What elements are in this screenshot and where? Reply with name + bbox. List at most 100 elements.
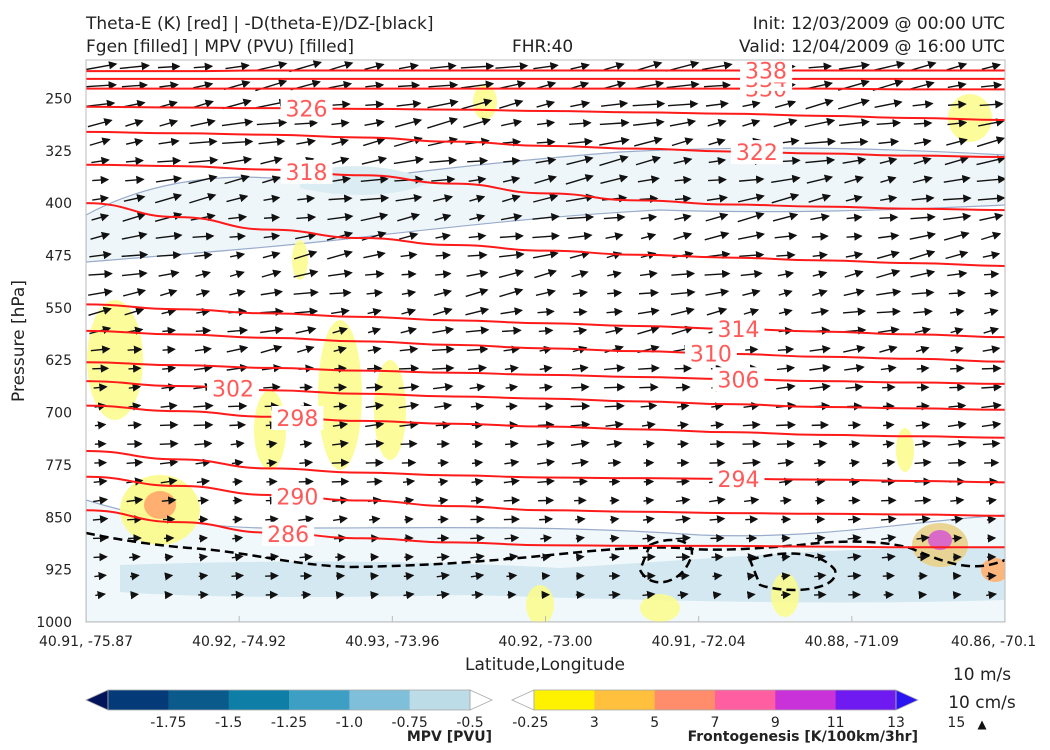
wind-vector xyxy=(231,458,244,468)
wind-vector xyxy=(845,251,864,260)
wind-vector xyxy=(708,156,727,166)
wind-vector xyxy=(599,118,630,128)
dthetae-dz-contour xyxy=(86,531,1005,569)
wind-vector xyxy=(565,174,594,185)
wind-vector xyxy=(537,477,555,486)
wind-vector xyxy=(229,288,246,298)
wind-vector xyxy=(846,213,863,222)
wind-vector xyxy=(981,231,1002,241)
wind-vector xyxy=(435,232,451,241)
wind-vector xyxy=(600,174,629,185)
wind-vector xyxy=(461,98,493,110)
wind-vector xyxy=(232,477,243,487)
colorbar-tick-label: 9 xyxy=(771,715,780,731)
wind-vector xyxy=(295,231,317,241)
fgen-colorbar: 3 5 7 9 11 13 15 xyxy=(511,689,965,731)
wind-vector xyxy=(229,420,247,430)
wind-vector xyxy=(638,288,659,298)
wind-vector xyxy=(92,175,110,185)
wind-vector xyxy=(263,194,281,203)
wind-vector xyxy=(261,269,282,278)
wind-vector xyxy=(946,137,968,146)
wind-vector xyxy=(329,288,352,298)
wind-vector xyxy=(814,458,827,468)
colorbar-segment xyxy=(534,690,595,710)
wind-vector xyxy=(747,553,757,562)
wind-vector xyxy=(946,62,968,71)
wind-key-horizontal-label: 10 m/s xyxy=(953,665,1011,685)
wind-vector xyxy=(366,383,384,392)
wind-vector xyxy=(189,193,217,204)
wind-vector xyxy=(912,100,934,109)
wind-vector xyxy=(704,269,731,279)
wind-vector xyxy=(742,288,761,297)
wind-vector xyxy=(916,402,930,411)
wind-vector xyxy=(196,289,211,298)
wind-vector xyxy=(917,553,929,562)
wind-vector xyxy=(330,100,351,109)
colorbar-segment xyxy=(289,690,350,710)
wind-vector xyxy=(159,458,179,467)
wind-vector xyxy=(943,212,972,222)
contour-label-bg xyxy=(730,140,783,165)
wind-vector xyxy=(262,175,281,184)
wind-vector xyxy=(642,440,655,449)
wind-vector xyxy=(158,137,180,147)
wind-vector xyxy=(470,571,485,581)
wind-vector xyxy=(745,345,759,354)
y-tick-label: 400 xyxy=(45,196,72,212)
wind-vector xyxy=(882,440,895,449)
wind-vector xyxy=(436,552,450,562)
wind-vector xyxy=(952,591,962,600)
wind-vector xyxy=(294,307,319,316)
wind-vector xyxy=(676,477,690,486)
wind-vector xyxy=(540,534,553,543)
colorbar-tick-label: -1.25 xyxy=(271,715,307,731)
fgen-blob xyxy=(87,300,143,420)
title-line-1: Theta-E (K) [red] | -D(theta-E)/DZ-[blac… xyxy=(86,14,434,34)
wind-vector xyxy=(606,439,623,449)
wind-vector xyxy=(434,213,452,222)
wind-vector xyxy=(155,175,183,184)
wind-vector xyxy=(541,572,551,581)
wind-vector xyxy=(401,308,417,317)
wind-vector xyxy=(670,288,696,297)
wind-vector xyxy=(427,98,459,109)
wind-vector xyxy=(812,270,828,279)
wind-vector xyxy=(609,553,621,562)
wind-vector xyxy=(640,213,658,222)
wind-vector xyxy=(262,251,281,260)
wind-vector xyxy=(366,477,383,486)
wind-vector xyxy=(504,364,519,373)
wind-vector xyxy=(603,213,626,222)
wind-vector xyxy=(331,137,350,147)
wind-vector xyxy=(193,364,213,373)
wind-vector xyxy=(121,231,148,240)
wind-vector xyxy=(538,326,554,336)
wind-vector xyxy=(608,590,621,600)
fgen-blob xyxy=(374,360,406,460)
wind-vector xyxy=(776,364,796,373)
wind-vector xyxy=(604,401,625,411)
wind-vector xyxy=(155,193,183,204)
wind-vector xyxy=(470,496,485,505)
wind-vector xyxy=(777,458,795,467)
wind-vector xyxy=(400,251,418,260)
wind-vector xyxy=(295,326,317,335)
wind-vector xyxy=(331,119,350,128)
wind-vector xyxy=(607,270,622,279)
wind-vector xyxy=(299,552,314,562)
wind-vector xyxy=(398,364,420,373)
wind-vector xyxy=(256,118,288,128)
wind-vector xyxy=(539,383,554,392)
wind-vector xyxy=(675,534,691,543)
wind-vector xyxy=(470,534,486,543)
wind-vector xyxy=(255,61,288,72)
wind-vector xyxy=(91,213,110,222)
wind-vector xyxy=(536,458,556,467)
wind-vector xyxy=(470,552,485,562)
wind-vector xyxy=(125,156,144,166)
theta-e-contour-label: 314 xyxy=(717,318,759,343)
wind-vector xyxy=(605,326,624,335)
wind-vector xyxy=(263,232,281,241)
